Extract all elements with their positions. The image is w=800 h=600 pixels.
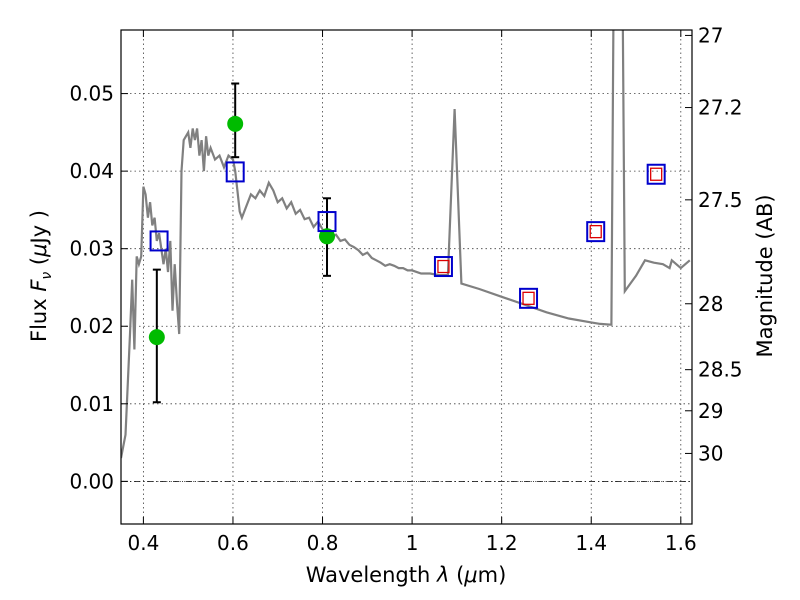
right-tick-label: 29 (698, 399, 723, 423)
right-tick-label: 27.2 (698, 96, 743, 120)
model-inner-square (589, 224, 602, 239)
model-photometry-inner-squares (437, 167, 663, 305)
y-tick-label: 0.01 (69, 392, 114, 416)
x-tick-label: 1.6 (665, 531, 697, 555)
y-axis-ticks: 0.00 0.01 0.02 0.03 0.04 0.05 (69, 82, 128, 493)
model-square (317, 211, 337, 233)
model-square (519, 287, 539, 309)
y-tick-label: 0.00 (69, 469, 114, 493)
right-tick-label: 30 (698, 441, 723, 465)
right-tick-label: 28 (698, 292, 723, 316)
y-axis-label: Flux Fν (μJy ) (27, 210, 55, 342)
model-inner-square (522, 291, 535, 305)
x-tick-label: 0.6 (217, 531, 249, 555)
x-tick-label: 1.4 (575, 531, 607, 555)
right-axis-ticks: 27 27.2 27.5 28 28.5 29 30 (685, 23, 743, 465)
model-inner-square (650, 167, 663, 181)
model-square (149, 230, 169, 252)
plot-frame (120, 29, 693, 525)
x-axis-label: Wavelength λ (μm) (306, 563, 507, 587)
grid-lines (121, 30, 692, 524)
observed-points (148, 115, 336, 346)
x-tick-label: 0.8 (307, 531, 339, 555)
observed-point (148, 329, 165, 346)
model-square (646, 163, 666, 185)
x-tick-label: 1.2 (486, 531, 518, 555)
y-tick-label: 0.02 (69, 314, 114, 338)
y-tick-label: 0.04 (69, 159, 114, 183)
observed-point (319, 228, 336, 245)
right-tick-label: 28.5 (698, 358, 743, 382)
model-square (433, 256, 453, 278)
x-axis-ticks: 0.4 0.6 0.8 1 1.2 1.4 1.6 (127, 30, 697, 555)
right-axis-label: Magnitude (AB) (753, 194, 777, 357)
right-tick-label: 27.5 (698, 188, 743, 212)
y-tick-label: 0.05 (69, 82, 114, 106)
y-tick-label: 0.03 (69, 237, 114, 261)
model-inner-square (437, 259, 450, 274)
observed-point (227, 115, 244, 132)
x-tick-label: 0.4 (127, 531, 159, 555)
model-spectrum-line (121, 30, 691, 459)
right-tick-label: 27 (698, 23, 723, 47)
model-square (586, 221, 606, 243)
model-photometry-squares (149, 161, 666, 309)
x-tick-label: 1 (406, 531, 419, 555)
model-square (225, 161, 245, 183)
